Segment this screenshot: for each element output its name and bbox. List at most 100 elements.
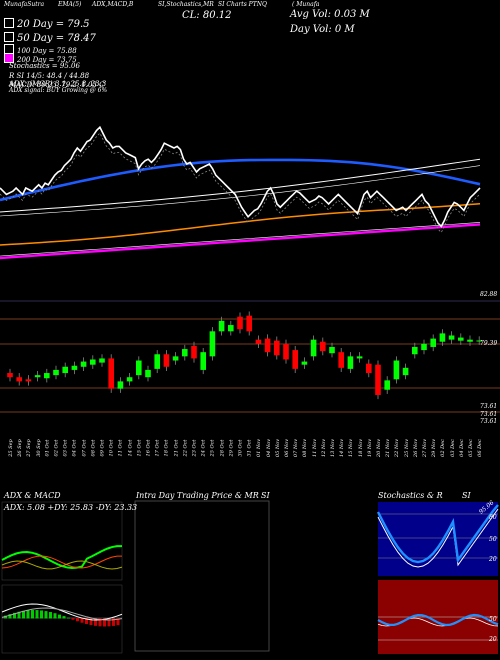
date-label: 14 Nov: [339, 438, 346, 458]
legend-swatch-20: [4, 18, 14, 28]
macd-readout: MACD: 80.23, 79.2, 1.03 C: [9, 81, 105, 89]
date-label: 25 Sep: [7, 439, 14, 457]
date-label: 19 Nov: [366, 438, 373, 458]
stochastics-readout: Stochastics = 95.06: [9, 62, 80, 70]
candle-body: [320, 341, 326, 352]
price-label-low1: 73.61: [480, 403, 498, 410]
date-label: 10 Oct: [108, 439, 115, 457]
date-label: 18 Nov: [357, 438, 364, 458]
stoch-panel-si: SI: [462, 491, 471, 500]
date-label: 06 Dec: [477, 439, 484, 457]
macd-histogram-bar: [89, 618, 93, 626]
date-label: 11 Oct: [117, 439, 124, 457]
date-label: 02 Oct: [53, 439, 60, 457]
candle-body: [393, 360, 400, 380]
candle-body: [356, 356, 363, 359]
price-label-top: 82.88: [480, 291, 498, 298]
macd-histogram-bar: [62, 616, 66, 619]
candle-body: [163, 354, 170, 367]
day-volume: Day Vol: 0 M: [290, 24, 355, 35]
date-label: 27 Sep: [26, 439, 33, 457]
avg-volume: Avg Vol: 0.03 M: [290, 9, 370, 20]
ma50-line-2: [0, 165, 481, 217]
date-label: 07 Oct: [81, 439, 88, 457]
date-label: 03 Oct: [62, 439, 69, 457]
candle-body: [274, 340, 280, 356]
date-label: 18 Oct: [163, 439, 170, 457]
adx-readout: ADX: (MGR) 3.1, 25.8, 23.3: [9, 80, 107, 88]
candle-body: [338, 352, 344, 368]
candle-body: [108, 358, 114, 389]
candle-body: [145, 369, 151, 378]
candle-body: [71, 365, 78, 370]
candle-body: [16, 377, 22, 382]
adx-plus-di: [1, 545, 123, 569]
macd-histogram-bar: [85, 618, 88, 625]
intraday-panel-frame: [134, 500, 270, 652]
macd-histogram-bar: [107, 618, 111, 627]
candle-body: [264, 338, 271, 353]
stoch-k-line: [376, 504, 499, 564]
date-label: 12 Nov: [320, 438, 327, 458]
ma200-line-light: [0, 222, 481, 257]
adx-signal: ADX signal: BUY Growing @ 6%: [9, 87, 108, 94]
candle-body: [292, 350, 298, 369]
ma100-line: [0, 202, 481, 246]
candle-body: [237, 316, 243, 330]
stoch-panel-title: Stochastics & R: [378, 491, 443, 500]
macd-histogram-bar: [35, 610, 39, 619]
candle-body: [25, 379, 32, 382]
macd-histogram-bar: [44, 611, 48, 619]
date-label: 14 Oct: [127, 439, 134, 457]
rsi-tick-20: 20: [489, 636, 497, 643]
date-label: 30 Oct: [237, 439, 244, 457]
macd-histogram-bar: [98, 618, 102, 627]
date-label: 29 Nov: [431, 438, 438, 458]
date-label: 31 Oct: [246, 439, 253, 457]
date-label: 29 Oct: [228, 439, 235, 457]
candle-body: [430, 338, 436, 347]
date-label: 05 Nov: [274, 438, 281, 458]
legend-swatch-200: [4, 53, 14, 63]
date-label: 09 Oct: [99, 439, 106, 457]
date-label: 06 Nov: [284, 438, 291, 458]
price-label-low3: 73.61: [480, 418, 498, 425]
legend-20-day: 20 Day = 79.5: [4, 18, 90, 30]
candle-body: [458, 337, 464, 341]
date-label: 01 Nov: [256, 438, 263, 458]
date-label: 04 Nov: [265, 438, 272, 458]
date-label: 08 Oct: [90, 439, 97, 457]
macd-histogram-bar: [58, 614, 61, 619]
header-munafa: ( Munafa: [292, 1, 320, 8]
candle-body: [182, 349, 188, 357]
candle-body: [439, 333, 446, 342]
macd-histogram-bar: [67, 617, 70, 619]
ma50-line: [0, 158, 481, 213]
candlesticks: [7, 311, 482, 400]
intraday-panel-si: SI: [261, 491, 270, 500]
stoch-tick-20: 20: [489, 556, 497, 563]
date-label: 26 Sep: [16, 439, 23, 457]
date-label: 21 Oct: [173, 439, 180, 457]
candle-body: [476, 340, 482, 342]
candle-body: [172, 356, 179, 361]
indicator-panels: [1, 500, 499, 654]
candle-body: [44, 373, 50, 379]
price-line: [0, 125, 481, 234]
candle-body: [412, 346, 418, 355]
header-charts: SI Charts PTNQ: [218, 1, 267, 8]
candle-body: [329, 346, 335, 354]
date-label: 25 Nov: [403, 438, 410, 458]
candle-body: [117, 381, 124, 389]
date-label: 21 Nov: [385, 438, 392, 458]
candle-body: [255, 339, 262, 344]
date-label: 02 Dec: [440, 439, 447, 457]
header-ema: EMA(5): [58, 1, 82, 8]
macd-histogram-bar: [112, 618, 115, 626]
candle-body: [126, 377, 133, 382]
candle-body: [421, 343, 427, 351]
date-label: 16 Oct: [145, 439, 152, 457]
candle-body: [366, 363, 372, 374]
date-label: 24 Oct: [200, 439, 207, 457]
candle-body: [154, 354, 160, 369]
